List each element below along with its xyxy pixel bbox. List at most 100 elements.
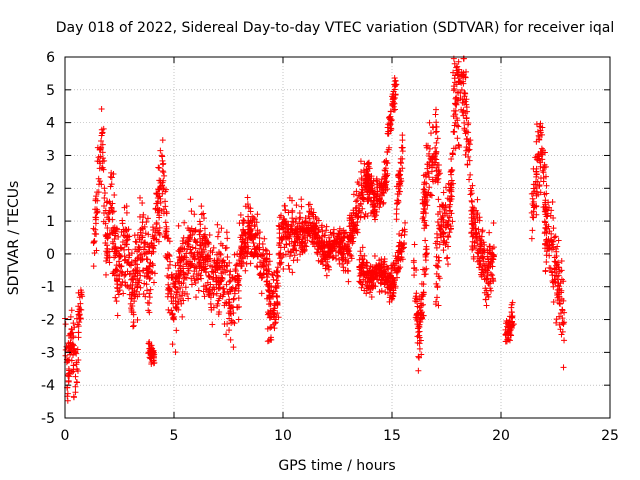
data-point [264,274,271,281]
data-point [231,251,238,258]
data-point [234,261,241,268]
data-point [179,288,186,295]
data-point [122,282,129,289]
data-point [441,238,448,245]
data-point [273,277,280,284]
data-point [66,367,73,374]
data-point [559,306,566,313]
data-point [348,252,355,259]
data-point [440,247,447,254]
data-point [359,195,366,202]
data-point [127,270,134,277]
data-point [465,147,472,154]
data-point [394,190,401,197]
data-point [440,239,447,246]
data-point [239,248,246,255]
data-point [67,344,74,351]
data-point [364,160,371,167]
data-point [473,230,480,237]
data-point [412,293,419,300]
data-point [327,229,334,236]
data-point [465,129,472,136]
data-point [158,152,165,159]
data-point [528,190,535,197]
data-point [549,279,556,286]
data-point [74,321,81,328]
data-point [381,171,388,178]
data-point [120,232,127,239]
data-point [132,246,139,253]
data-point [134,275,141,282]
data-point [180,275,187,282]
data-point [401,231,408,238]
data-point [102,220,109,227]
data-point [159,137,166,144]
data-point [149,224,156,231]
data-point [433,244,440,251]
data-point [217,284,224,291]
data-point [468,190,475,197]
data-point [456,75,463,82]
data-point [274,268,281,275]
data-point [552,233,559,240]
data-point [440,231,447,238]
data-point [145,248,152,255]
data-point [126,252,133,259]
data-point [395,174,402,181]
data-point [480,258,487,265]
data-point [555,280,562,287]
data-point [291,252,298,259]
data-point [165,306,172,313]
data-point [448,166,455,173]
y-tick-label: -5 [41,411,55,427]
data-point [290,246,297,253]
data-point [217,251,224,258]
data-point [281,220,288,227]
data-point [438,234,445,241]
data-point [490,244,497,251]
data-point [180,297,187,304]
data-point [370,283,377,290]
data-point [131,293,138,300]
data-point [504,329,511,336]
data-point [318,224,325,231]
data-point [286,240,293,247]
data-point [214,233,221,240]
data-point [235,282,242,289]
data-point [306,209,313,216]
data-point [256,235,263,242]
data-point [366,289,373,296]
data-point [357,158,364,165]
data-point [459,99,466,106]
data-point [545,199,552,206]
data-point [286,232,293,239]
data-point [323,272,330,279]
data-point [431,153,438,160]
data-point [318,243,325,250]
data-point [62,321,69,328]
axis-ticks: 0 5 10 15 20 25 -5 -4 -3 -2 -1 0 1 2 3 4 5 6 [41,50,619,444]
data-point [167,258,174,265]
data-point [533,138,540,145]
data-point [123,241,130,248]
data-point [396,167,403,174]
data-point [163,254,170,261]
data-point [227,336,234,343]
data-point [425,170,432,177]
data-point [175,299,182,306]
data-point [285,229,292,236]
data-point [469,218,476,225]
data-point [115,233,122,240]
data-point [205,272,212,279]
data-point [122,256,129,263]
data-point [239,238,246,245]
data-point [539,150,546,157]
data-point [124,268,131,275]
data-point [359,281,366,288]
data-point [94,197,101,204]
data-point [233,262,240,269]
data-point [433,119,440,126]
data-point [64,397,71,404]
data-point [537,127,544,134]
